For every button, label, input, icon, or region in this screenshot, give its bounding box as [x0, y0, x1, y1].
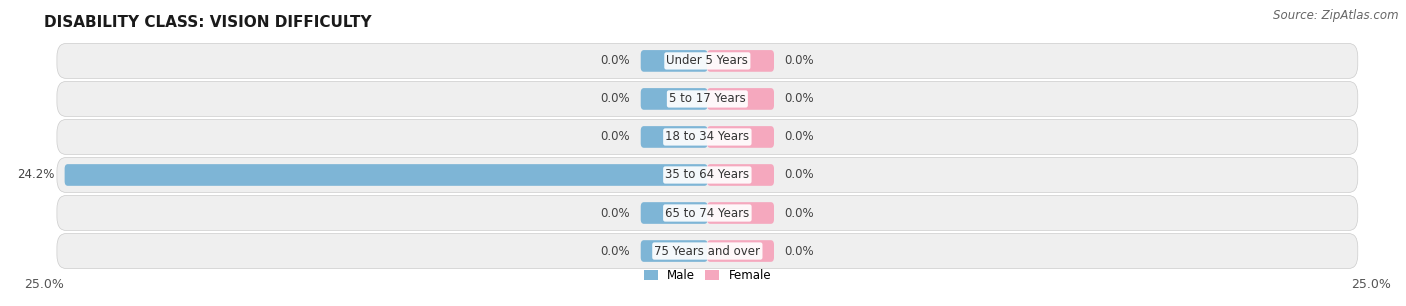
FancyBboxPatch shape: [65, 164, 707, 186]
FancyBboxPatch shape: [641, 50, 707, 72]
Text: 0.0%: 0.0%: [600, 54, 630, 67]
FancyBboxPatch shape: [707, 240, 773, 262]
Legend: Male, Female: Male, Female: [638, 264, 776, 287]
FancyBboxPatch shape: [707, 202, 773, 224]
Text: 0.0%: 0.0%: [785, 54, 814, 67]
Text: 65 to 74 Years: 65 to 74 Years: [665, 207, 749, 219]
FancyBboxPatch shape: [707, 126, 773, 148]
Text: 18 to 34 Years: 18 to 34 Years: [665, 130, 749, 144]
Text: 5 to 17 Years: 5 to 17 Years: [669, 92, 745, 106]
Text: 0.0%: 0.0%: [600, 244, 630, 258]
FancyBboxPatch shape: [56, 43, 1358, 78]
Text: 0.0%: 0.0%: [600, 130, 630, 144]
Text: 0.0%: 0.0%: [785, 130, 814, 144]
Text: 0.0%: 0.0%: [600, 207, 630, 219]
FancyBboxPatch shape: [641, 126, 707, 148]
Text: DISABILITY CLASS: VISION DIFFICULTY: DISABILITY CLASS: VISION DIFFICULTY: [44, 15, 371, 30]
Text: 0.0%: 0.0%: [785, 169, 814, 181]
Text: 0.0%: 0.0%: [785, 207, 814, 219]
FancyBboxPatch shape: [56, 233, 1358, 268]
Text: 0.0%: 0.0%: [785, 244, 814, 258]
FancyBboxPatch shape: [641, 240, 707, 262]
FancyBboxPatch shape: [641, 202, 707, 224]
FancyBboxPatch shape: [707, 50, 773, 72]
FancyBboxPatch shape: [56, 119, 1358, 155]
FancyBboxPatch shape: [707, 88, 773, 110]
FancyBboxPatch shape: [56, 158, 1358, 192]
FancyBboxPatch shape: [56, 81, 1358, 116]
FancyBboxPatch shape: [707, 164, 773, 186]
Text: 0.0%: 0.0%: [785, 92, 814, 106]
Text: 0.0%: 0.0%: [600, 92, 630, 106]
Text: 24.2%: 24.2%: [17, 169, 55, 181]
Text: 75 Years and over: 75 Years and over: [654, 244, 761, 258]
Text: 35 to 64 Years: 35 to 64 Years: [665, 169, 749, 181]
FancyBboxPatch shape: [56, 196, 1358, 230]
Text: Source: ZipAtlas.com: Source: ZipAtlas.com: [1274, 9, 1399, 22]
FancyBboxPatch shape: [641, 88, 707, 110]
Text: Under 5 Years: Under 5 Years: [666, 54, 748, 67]
